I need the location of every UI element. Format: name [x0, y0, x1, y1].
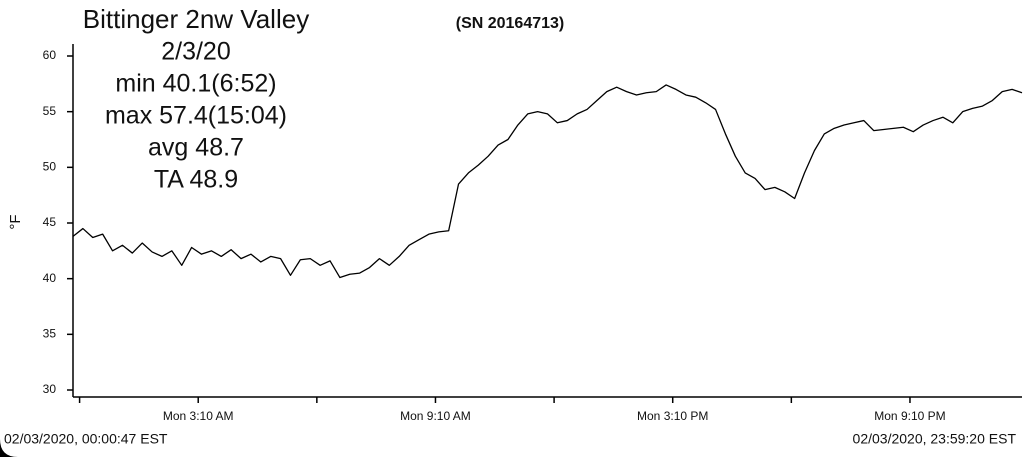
x-tick-label: Mon 3:10 AM: [163, 409, 234, 423]
y-tick-label: 45: [43, 215, 57, 229]
y-tick-label: 50: [43, 160, 57, 174]
y-axis-label: °F: [7, 214, 24, 229]
x-tick-label: Mon 9:10 AM: [400, 409, 471, 423]
end-time: 02/03/2020, 23:59:20 EST: [853, 431, 1017, 447]
start-time: 02/03/2020, 00:00:47 EST: [4, 431, 168, 447]
stat-line: avg 48.7: [148, 134, 244, 162]
y-tick-label: 30: [43, 382, 57, 396]
y-tick-label: 40: [43, 271, 57, 285]
y-tick-label: 35: [43, 327, 57, 341]
stat-line: TA 48.9: [154, 166, 238, 194]
x-tick-label: Mon 3:10 PM: [637, 409, 708, 423]
temperature-line: [72, 84, 1023, 279]
y-tick-label: 55: [43, 104, 57, 118]
y-tick-label: 60: [43, 48, 57, 62]
chart-title: Bittinger 2nw Valley: [83, 4, 309, 34]
stat-line: min 40.1(6:52): [115, 70, 276, 98]
stat-line: max 57.4(15:04): [105, 102, 287, 130]
stat-line: 2/3/20: [161, 38, 231, 66]
serial-number: (SN 20164713): [456, 15, 565, 32]
x-tick-label: Mon 9:10 PM: [874, 409, 945, 423]
